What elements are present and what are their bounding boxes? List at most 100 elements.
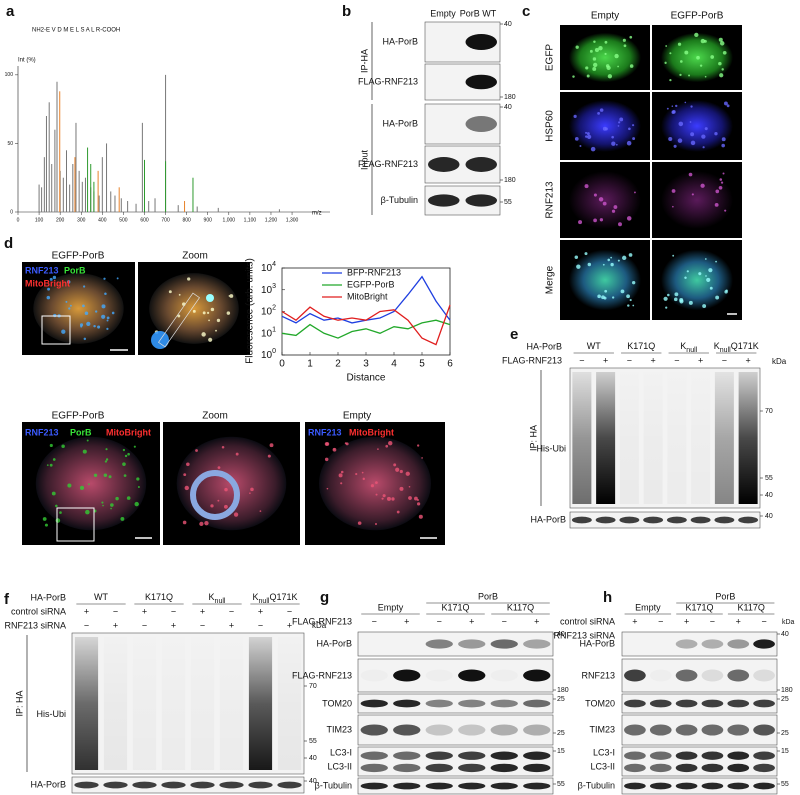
speckle — [671, 110, 675, 114]
panel-letter: e — [510, 326, 518, 343]
speckle — [111, 311, 115, 315]
label: Distance — [347, 373, 386, 384]
y-tick-label: 100 — [5, 72, 14, 78]
blot-frame — [621, 777, 778, 795]
cell — [661, 249, 733, 311]
speckle — [610, 262, 614, 267]
marker-label: 25 — [557, 730, 565, 737]
band — [360, 724, 388, 736]
speckle — [93, 324, 96, 328]
speckle — [226, 311, 231, 315]
marker-label: 25 — [557, 696, 565, 703]
speckle — [722, 172, 725, 175]
label: FLAG-RNF213 — [292, 670, 352, 680]
speckle — [719, 73, 724, 78]
speckle — [382, 494, 386, 498]
legend-label: MitoBright — [347, 291, 388, 301]
smear — [220, 637, 243, 770]
speckle — [700, 38, 706, 44]
label: PorB — [70, 427, 92, 437]
tick-base: 10 — [261, 306, 273, 317]
x-tick-label: 3 — [363, 359, 369, 370]
speckle — [340, 482, 343, 485]
x-tick-label: 1 — [307, 359, 313, 370]
speckle — [607, 74, 613, 79]
band — [393, 669, 421, 682]
sign: − — [142, 620, 147, 630]
speckle — [592, 57, 597, 61]
marker-label: 180 — [557, 687, 569, 694]
series-line — [281, 319, 451, 339]
band — [458, 751, 486, 760]
sign: + — [404, 616, 409, 626]
speckle — [632, 304, 635, 307]
speckle — [573, 114, 577, 119]
panel-letter: a — [6, 3, 15, 20]
band — [649, 699, 672, 708]
speckle — [575, 45, 579, 49]
x-tick-label: 200 — [56, 217, 65, 223]
speckle — [82, 304, 85, 308]
speckle — [690, 140, 696, 146]
band — [458, 724, 486, 736]
speckle — [602, 263, 605, 266]
marker-label: 15 — [557, 748, 565, 755]
speckle — [199, 521, 204, 527]
smear — [74, 637, 99, 770]
band — [701, 782, 724, 790]
speckle — [391, 497, 395, 501]
speckle — [55, 504, 58, 508]
sign: − — [372, 616, 377, 626]
speckle — [672, 205, 674, 208]
speckle — [673, 297, 678, 302]
speckle — [187, 277, 191, 281]
speckle — [586, 132, 590, 136]
marker-label: 40 — [765, 513, 773, 520]
speckle — [408, 485, 411, 488]
speckle — [416, 444, 420, 447]
label: MitoBright — [349, 427, 394, 437]
label: TIM23 — [589, 724, 615, 734]
sign: + — [632, 616, 637, 626]
speckle — [82, 449, 87, 454]
label: Empty — [635, 602, 661, 612]
speckle — [250, 487, 254, 492]
speckle — [610, 256, 613, 259]
speckle — [233, 512, 239, 517]
speckle — [634, 191, 636, 194]
label: EGFP-PorB — [52, 251, 105, 262]
band — [458, 669, 486, 682]
band — [675, 763, 698, 773]
speckle — [224, 487, 228, 492]
speckle — [325, 442, 330, 446]
x-tick-label: 400 — [98, 217, 107, 223]
spot — [206, 294, 214, 302]
sign: + — [534, 616, 539, 626]
label: HA-PorB — [30, 779, 66, 789]
band — [701, 699, 724, 708]
smear — [572, 372, 592, 504]
cell — [569, 32, 641, 83]
speckle — [86, 321, 91, 327]
band — [753, 751, 775, 760]
band — [753, 763, 775, 773]
x-tick-label: 1,200 — [265, 217, 278, 223]
speckle — [204, 520, 209, 526]
band — [425, 724, 453, 736]
speckle — [178, 293, 181, 296]
label: PorB — [478, 591, 498, 601]
band — [523, 699, 551, 708]
speckle — [221, 446, 225, 449]
speckle — [590, 146, 596, 152]
sign: − — [437, 616, 442, 626]
speckle — [594, 47, 600, 53]
speckle — [386, 496, 391, 501]
label: HA-PorB — [316, 638, 352, 648]
speckle — [619, 117, 624, 122]
speckle — [42, 517, 47, 521]
band — [458, 763, 486, 773]
blot-frame — [621, 714, 778, 746]
marker-label: 40 — [557, 631, 565, 638]
speckle — [572, 75, 575, 78]
speckle — [375, 493, 378, 496]
